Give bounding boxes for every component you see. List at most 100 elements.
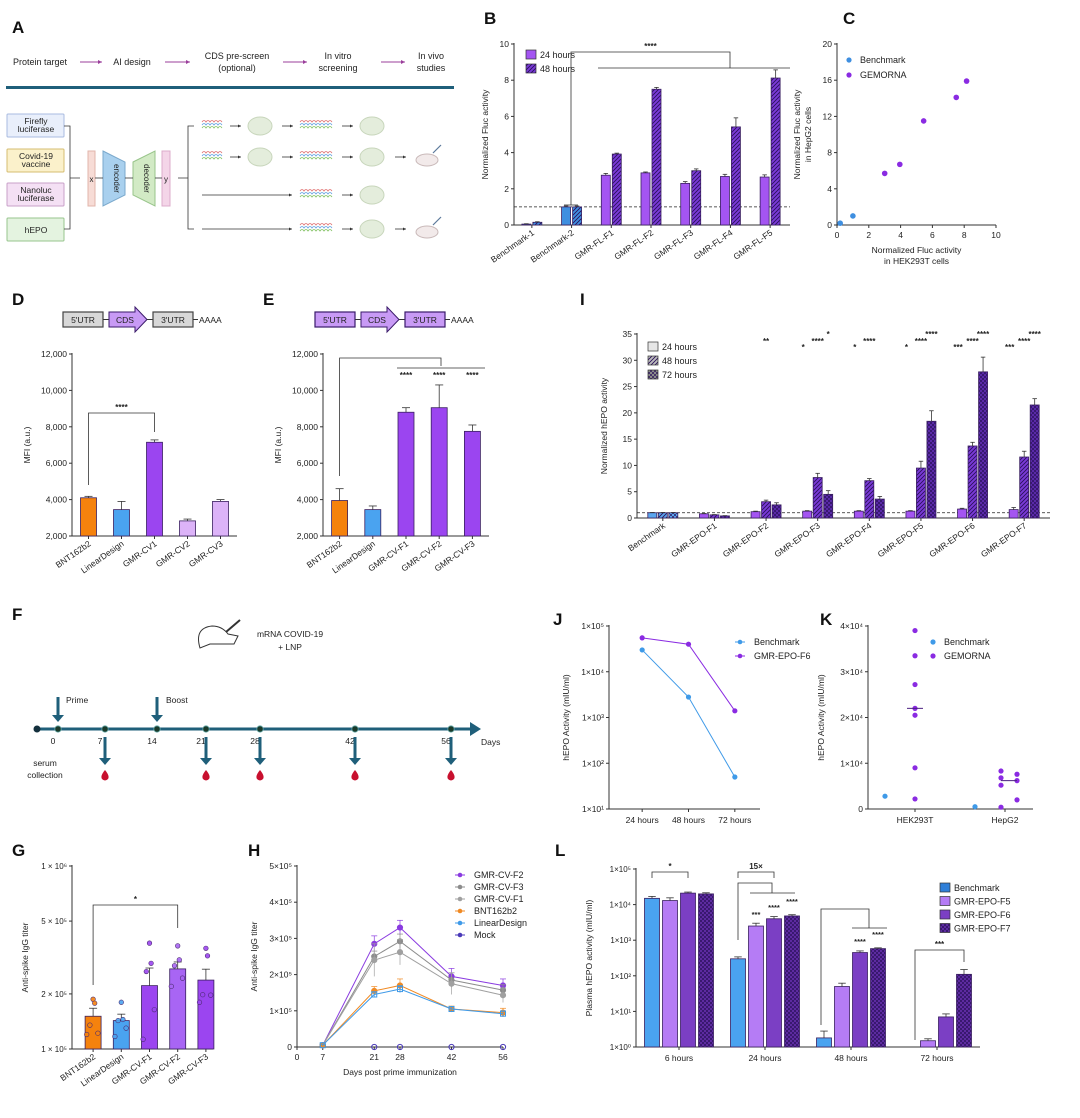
legend-marker [457, 896, 463, 902]
workflow-step-label: CDS pre-screen [205, 51, 270, 61]
y-tick-label: 5 × 10⁵ [41, 917, 67, 926]
panel-letter-a: A [12, 18, 24, 37]
category-label: 72 hours [718, 815, 751, 825]
y-tick-label: 20 [823, 39, 833, 49]
bar [644, 897, 660, 1048]
bar [611, 153, 622, 226]
serum-collection-label: collection [27, 770, 63, 780]
bar [197, 979, 215, 1050]
significance-label: * [905, 343, 909, 352]
data-point [912, 765, 918, 771]
significance-label: * [134, 895, 138, 904]
legend-label: LinearDesign [474, 918, 527, 928]
y-tick-label: 10 [500, 39, 510, 49]
data-point [176, 957, 182, 963]
legend-swatch [939, 909, 951, 920]
protein-target-box [6, 217, 65, 242]
input-vector-box [87, 150, 96, 207]
data-point-square-open [448, 1005, 455, 1012]
y-tick-label: 1×10² [582, 758, 604, 768]
data-point-star [371, 957, 378, 964]
chart-panel-e: 2,000 4,000 6,000 8,000 10,000 12,000 MFI (a.u… [273, 349, 489, 575]
category-label: GMR-EPO-F6 [927, 520, 977, 559]
scatter-point [881, 170, 888, 177]
significance-bracket [737, 871, 775, 878]
significance-label: *** [1005, 343, 1015, 352]
bar [668, 512, 679, 519]
timeline-start-dot [33, 725, 41, 733]
bar [179, 520, 196, 537]
significance-bracket [570, 51, 731, 205]
y-tick-label: 1×10⁰ [610, 1043, 631, 1052]
decoder-block [132, 150, 156, 207]
significance-label: **** [811, 337, 824, 346]
significance-label: **** [115, 403, 128, 412]
bar [816, 1037, 832, 1048]
y-tick-label: 4×10⁵ [269, 897, 292, 907]
y-tick-label: 8 [504, 75, 509, 85]
category-label: GMR-EPO-F1 [669, 520, 719, 559]
mrna-sequence-icon [299, 126, 333, 129]
arrow-head-icon [290, 155, 293, 159]
bar [146, 441, 163, 537]
arrow-head-icon [98, 60, 102, 64]
mrna-sequence-icon [299, 151, 333, 154]
y-tick-label: 12,000 [41, 349, 67, 359]
data-point [912, 712, 918, 718]
significance-label: **** [863, 337, 876, 346]
bar [651, 88, 662, 226]
bar [331, 500, 349, 537]
section-divider [6, 86, 454, 89]
legend-swatch [525, 49, 537, 60]
panel-letter-j: J [553, 610, 562, 629]
y-tick-label: 1×10⁴ [581, 667, 604, 677]
arrow-head-icon [403, 227, 406, 231]
legend-label: GMR-CV-F3 [474, 882, 524, 892]
data-point [204, 953, 211, 959]
x-tick-label: 0 [295, 1052, 300, 1062]
category-label: GMR-CV3 [187, 538, 225, 569]
panel-letter-k: K [820, 610, 833, 629]
bar [731, 126, 741, 226]
encoder-block [102, 150, 126, 207]
bar [212, 501, 229, 537]
timeline-day-marker [351, 725, 359, 733]
workflow-step-label: In vitro [324, 51, 351, 61]
bar [647, 512, 658, 519]
y-label: y [164, 175, 168, 184]
legend-label: Mock [474, 930, 496, 940]
category-label: Benchmark-2 [529, 227, 576, 264]
bar [430, 407, 448, 537]
blood-drop-icon [447, 770, 455, 781]
workflow-step-label: In vivo [418, 51, 444, 61]
panel-letters: A B C D E I F J K G H L [12, 9, 855, 860]
bar [784, 915, 800, 1048]
bar [916, 467, 926, 519]
data-point-triangle-down [396, 924, 404, 931]
data-point [208, 992, 214, 998]
data-point [84, 1031, 90, 1038]
legend-label: Benchmark [754, 637, 800, 647]
bar [920, 1040, 936, 1048]
y-tick-label: 25 [623, 382, 633, 392]
legend-swatch [939, 923, 951, 933]
bracket [178, 125, 194, 230]
day-label: 14 [147, 736, 157, 746]
workflow-step-label: AI design [113, 57, 151, 67]
y-tick-label: 2 × 10⁵ [41, 990, 67, 999]
bar [852, 952, 868, 1048]
bar [748, 925, 764, 1048]
arrow-head-icon [350, 124, 353, 128]
serum-arrow-icon-head [200, 758, 212, 765]
significance-label: *** [752, 910, 761, 919]
days-axis-label: Days [481, 737, 500, 747]
mrna-sequence-icon [299, 189, 333, 192]
bar [956, 973, 972, 1048]
bar [662, 900, 678, 1048]
cds-arrow [360, 305, 400, 334]
protein-target-box [6, 113, 65, 138]
chart-panel-j: 1×10¹ 1×10² 1×10³ 1×10⁴ 1×10⁵ hEPO Activity (… [561, 621, 811, 825]
scatter-point [850, 213, 856, 219]
legend-swatch [647, 369, 659, 380]
